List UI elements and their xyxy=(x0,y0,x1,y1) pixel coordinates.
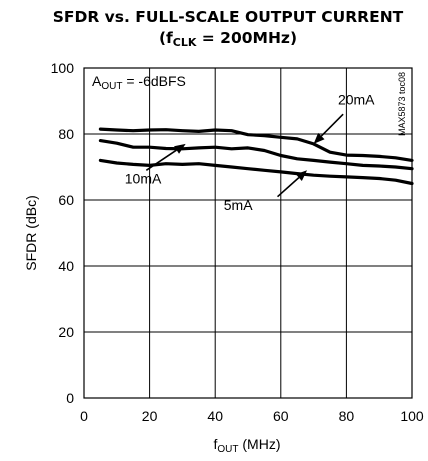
arrow-line-10mA xyxy=(145,149,177,171)
x-tick-label: 80 xyxy=(339,408,355,424)
y-tick-label: 0 xyxy=(66,390,74,406)
arrow-head-5mA xyxy=(295,170,308,181)
series-lines xyxy=(98,127,414,186)
x-tick-label: 40 xyxy=(207,408,223,424)
arrow-line-20mA xyxy=(320,113,344,137)
series-label-10mA: 10mA xyxy=(125,171,162,187)
series-line-5mA xyxy=(98,158,414,186)
y-tick-labels: 0 20 40 60 80 100 xyxy=(51,60,75,406)
x-tick-label: 100 xyxy=(400,408,424,424)
y-tick-label: 20 xyxy=(58,324,74,340)
x-axis-label-suffix: (MHz) xyxy=(239,436,281,452)
chart-subtitle-sub: CLK xyxy=(173,36,197,49)
arrow-head-20mA xyxy=(313,132,325,144)
chart-title: SFDR vs. FULL-SCALE OUTPUT CURRENT xyxy=(53,8,404,26)
x-axis-label-sub: OUT xyxy=(217,444,238,455)
x-axis-label: fOUT (MHz) xyxy=(214,436,281,455)
x-tick-label: 60 xyxy=(273,408,289,424)
series-label-5mA: 5mA xyxy=(224,197,253,213)
condition-suffix: = -6dBFS xyxy=(122,73,185,89)
y-tick-label: 40 xyxy=(58,258,74,274)
plot-area-frame xyxy=(83,67,413,399)
series-line-20mA xyxy=(98,127,414,162)
series-line-10mA xyxy=(98,139,414,171)
y-tick-label: 80 xyxy=(58,126,74,142)
arrow-head-10mA xyxy=(174,143,186,154)
x-tick-label: 0 xyxy=(80,408,88,424)
condition-main: A xyxy=(92,73,102,89)
grid xyxy=(83,67,413,399)
condition-sub: OUT xyxy=(101,81,122,92)
x-axis-label-main: f xyxy=(214,436,218,452)
y-axis-label: SFDR (dBc) xyxy=(23,195,39,270)
y-tick-label: 60 xyxy=(58,192,74,208)
arrow-line-5mA xyxy=(276,177,300,198)
side-label: MAX5873 toc08 xyxy=(397,72,407,136)
chart-subtitle: (fCLK = 200MHz) xyxy=(159,29,297,49)
chart-subtitle-suffix: = 200MHz) xyxy=(196,29,297,47)
x-tick-label: 20 xyxy=(142,408,158,424)
condition-annotation: AOUT = -6dBFS xyxy=(92,73,186,92)
chart-subtitle-prefix: (f xyxy=(159,29,173,47)
x-tick-labels: 0 20 40 60 80 100 xyxy=(80,408,424,424)
series-labels: 20mA 10mA 5mA xyxy=(125,91,375,213)
y-tick-label: 100 xyxy=(51,60,75,76)
series-label-20mA: 20mA xyxy=(338,91,375,107)
